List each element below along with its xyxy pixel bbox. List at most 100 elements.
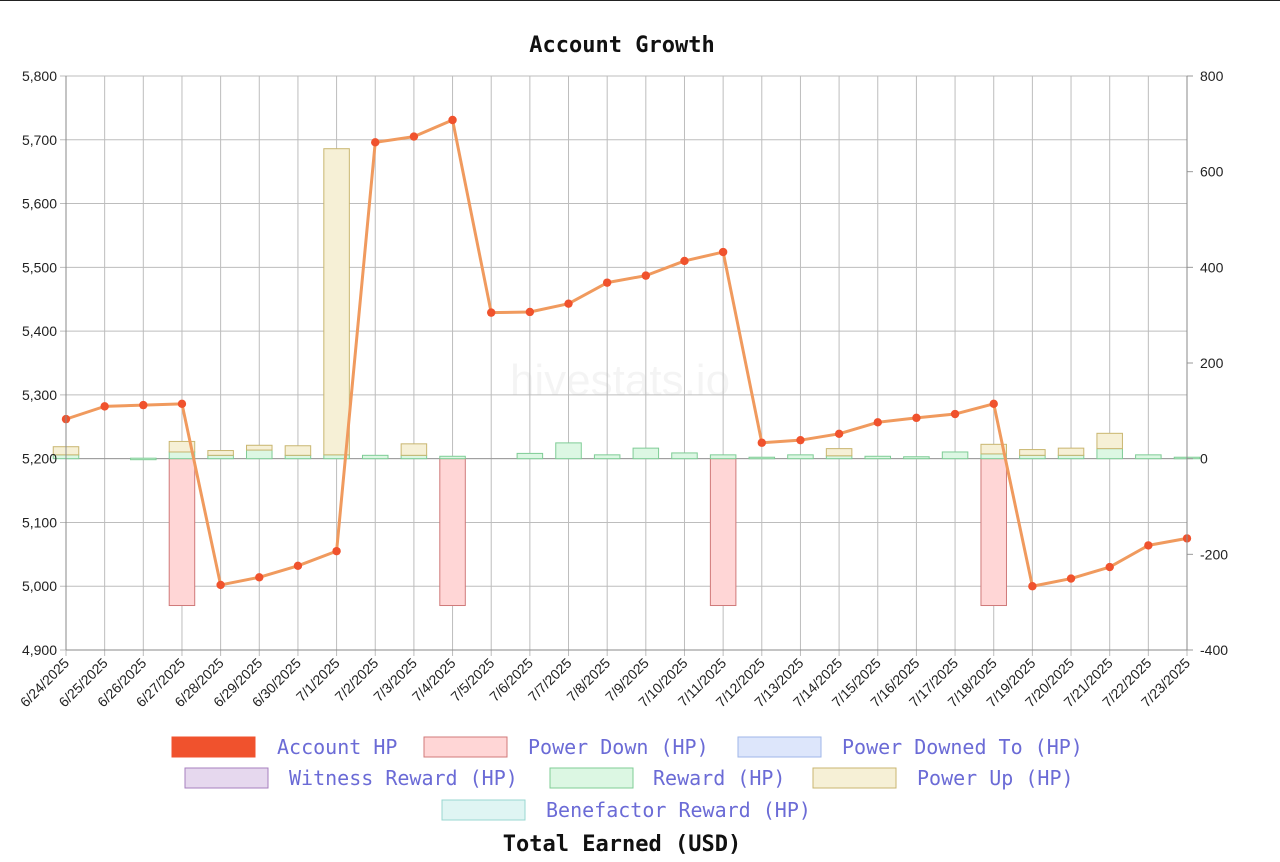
bar-reward-hp — [980, 453, 1007, 460]
bar-reward-hp — [1057, 454, 1085, 460]
point-account-hp — [796, 435, 805, 445]
line-account-hp — [64, 118, 1189, 588]
y-right-tick-label: 600 — [1200, 164, 1224, 180]
y-left-tick-label: 5,200 — [22, 451, 57, 467]
legend-swatch-power-up-hp — [812, 767, 897, 789]
legend-swatch-witness-reward-hp — [184, 767, 269, 789]
y-left-tick-label: 5,100 — [22, 514, 57, 530]
bar-power-up-hp — [1096, 432, 1123, 450]
bar-power-up-hp — [246, 444, 273, 451]
y-left-tick-label: 4,900 — [22, 642, 57, 658]
legend-swatch-benefactor-reward-hp — [441, 799, 526, 821]
point-account-hp — [139, 400, 148, 410]
bar-power-up-hp — [825, 448, 853, 457]
legend-label-witness-reward-hp: Witness Reward (HP) — [289, 766, 518, 790]
point-account-hp — [525, 307, 535, 317]
bar-power-up-hp — [1057, 447, 1085, 456]
bar-power-up-hp — [1019, 449, 1046, 456]
point-account-hp — [602, 278, 612, 287]
legend-swatch-account-hp — [171, 736, 256, 758]
legend-label-reward-hp: Reward (HP) — [653, 766, 785, 790]
bar-reward-hp — [709, 454, 737, 460]
bar-reward-hp — [168, 451, 196, 460]
bar-reward-hp — [439, 455, 466, 460]
y-left-tick-label: 5,000 — [22, 578, 57, 594]
bar-power-down-hp — [168, 458, 196, 607]
point-account-hp — [177, 399, 187, 409]
legend-label-benefactor-reward-hp: Benefactor Reward (HP) — [546, 798, 811, 822]
point-account-hp — [834, 429, 844, 438]
point-account-hp — [216, 580, 225, 590]
bar-reward-hp — [246, 449, 273, 460]
footer-title: Total Earned (USD) — [503, 832, 741, 857]
bar-power-up-hp — [980, 443, 1007, 455]
y-right-tick-label: 400 — [1200, 259, 1224, 275]
point-account-hp — [641, 271, 651, 280]
bar-reward-hp — [748, 456, 776, 460]
y-right-tick-label: 800 — [1200, 68, 1224, 84]
point-account-hp — [255, 573, 264, 582]
y-left-tick-label: 5,500 — [22, 259, 57, 275]
legend: Account HP Power Down (HP) Power Downed To… — [171, 735, 1083, 822]
bar-reward-hp — [593, 454, 621, 460]
legend-swatch-power-down-hp — [423, 736, 508, 758]
legend-swatch-reward-hp — [549, 767, 634, 789]
point-account-hp — [564, 299, 573, 308]
bar-reward-hp — [207, 454, 234, 460]
point-account-hp — [1144, 541, 1153, 550]
bar-power-down-hp — [709, 458, 737, 607]
point-account-hp — [371, 138, 380, 147]
bar-power-down-hp — [439, 458, 466, 607]
y-left-tick-label: 5,700 — [22, 132, 57, 148]
bar-reward-hp — [1135, 454, 1162, 460]
y-right-tick-label: -200 — [1200, 546, 1228, 562]
bar-reward-hp — [1096, 448, 1123, 460]
point-account-hp — [757, 438, 766, 447]
point-account-hp — [293, 561, 303, 571]
bar-reward-hp — [864, 455, 892, 460]
y-left-tick-label: 5,400 — [22, 323, 57, 339]
bar-power-up-hp — [400, 443, 428, 456]
bar-reward-hp — [555, 442, 582, 460]
legend-label-account-hp: Account HP — [277, 735, 397, 759]
point-account-hp — [989, 399, 998, 409]
point-account-hp — [409, 132, 419, 141]
point-account-hp — [718, 247, 728, 257]
point-account-hp — [487, 308, 496, 317]
y-left-tick-label: 5,600 — [22, 196, 57, 212]
point-account-hp — [873, 418, 882, 427]
bar-reward-hp — [632, 447, 660, 460]
point-account-hp — [912, 413, 921, 423]
line-series — [61, 115, 1192, 591]
y-right-tick-label: 0 — [1200, 451, 1208, 467]
point-account-hp — [950, 409, 960, 419]
point-account-hp — [100, 402, 109, 411]
bar-series — [52, 148, 1201, 607]
bar-reward-hp — [516, 452, 544, 460]
y-left-tick-label: 5,300 — [22, 387, 57, 403]
bar-power-up-hp — [207, 450, 234, 456]
bar-power-up-hp — [168, 440, 196, 453]
bar-reward-hp — [361, 454, 389, 460]
point-account-hp — [1028, 582, 1037, 591]
bar-power-down-hp — [980, 458, 1007, 607]
legend-label-power-downed-to-hp: Power Downed To (HP) — [842, 735, 1083, 759]
point-account-hp — [448, 115, 457, 125]
point-account-hp — [332, 546, 341, 556]
bar-reward-hp — [1019, 454, 1046, 460]
point-account-hp — [1066, 574, 1076, 583]
point-account-hp — [680, 256, 689, 266]
top-rule — [0, 0, 1280, 1]
y-right-tick-label: -400 — [1200, 642, 1228, 658]
legend-label-power-down-hp: Power Down (HP) — [528, 735, 709, 759]
bar-reward-hp — [400, 454, 428, 460]
bar-reward-hp — [787, 454, 814, 460]
watermark: hivestats.io — [510, 356, 730, 405]
y-left-tick-label: 5,800 — [22, 68, 57, 84]
bar-reward-hp — [941, 451, 969, 460]
bar-power-up-hp — [284, 445, 312, 456]
chart-title: Account Growth — [529, 33, 714, 58]
bar-power-up-hp — [323, 148, 350, 456]
point-account-hp — [1105, 562, 1114, 572]
